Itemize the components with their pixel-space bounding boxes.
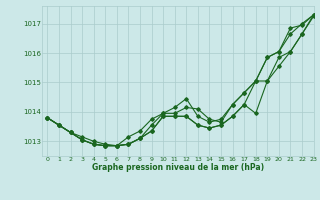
- X-axis label: Graphe pression niveau de la mer (hPa): Graphe pression niveau de la mer (hPa): [92, 163, 264, 172]
